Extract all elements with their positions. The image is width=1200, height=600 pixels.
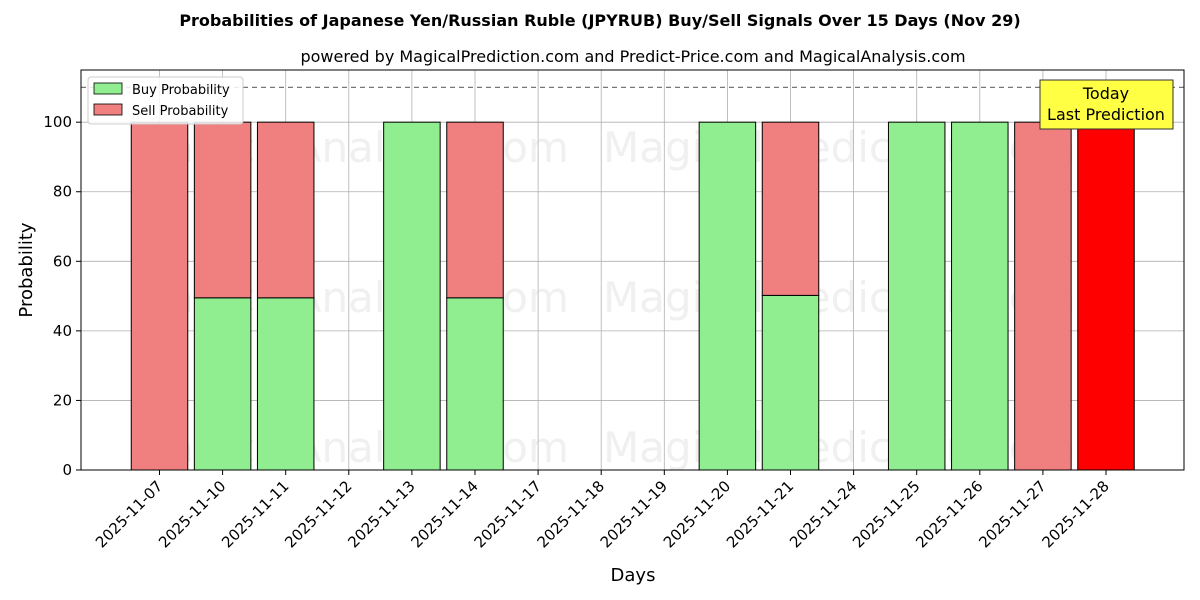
x-tick-label: 2025-11-14 [407, 477, 481, 551]
y-tick-label: 0 [62, 461, 72, 479]
y-tick-label: 40 [53, 322, 72, 340]
x-tick-label: 2025-11-19 [597, 477, 671, 551]
buy-bar [383, 121, 441, 471]
sell-bar [1077, 121, 1135, 471]
x-tick-label: 2025-11-10 [155, 477, 229, 551]
buy-bar [951, 121, 1009, 471]
y-tick-label: 100 [43, 113, 72, 131]
annotation-box [1039, 79, 1174, 130]
annotation-line-1: Today [1082, 84, 1129, 103]
sell-bar [256, 121, 315, 299]
x-tick-label: 2025-11-20 [660, 477, 734, 551]
sell-bar [446, 121, 504, 299]
annotation-line-2: Last Prediction [1047, 105, 1165, 124]
x-tick-label: 2025-11-21 [723, 477, 797, 551]
legend-sell-swatch [93, 103, 123, 116]
x-tick-label: 2025-11-11 [218, 477, 292, 551]
x-tick-label: 2025-11-13 [344, 477, 418, 551]
buy-bar [256, 297, 315, 471]
x-tick-label: 2025-11-26 [912, 477, 986, 551]
sell-bar [130, 121, 189, 471]
chart-subtitle: powered by MagicalPrediction.com and Pre… [300, 47, 965, 66]
bars [130, 121, 1135, 471]
y-tick-label: 20 [53, 391, 72, 409]
x-tick-label: 2025-11-25 [849, 477, 923, 551]
x-axis-label: Days [611, 565, 656, 586]
x-tick-label: 2025-11-18 [534, 477, 608, 551]
legend-box [87, 76, 244, 125]
sell-bar [761, 121, 820, 296]
x-tick-label: 2025-11-28 [1038, 477, 1112, 551]
y-axis-label: Probability [16, 222, 37, 317]
sell-bar [1014, 121, 1072, 471]
y-tick-label: 60 [53, 252, 72, 270]
today-annotation: Today Last Prediction [1039, 79, 1174, 130]
x-ticks: 2025-11-072025-11-102025-11-112025-11-12… [92, 470, 1113, 551]
x-tick-label: 2025-11-24 [786, 477, 860, 551]
sell-bar [193, 121, 252, 299]
plot-frame [80, 69, 1185, 471]
chart-title: Probabilities of Japanese Yen/Russian Ru… [179, 11, 1020, 30]
x-tick-label: 2025-11-12 [281, 477, 355, 551]
y-ticks: 0 20 40 60 80 100 [43, 113, 81, 479]
buy-bar [698, 121, 757, 471]
legend-buy-label: Buy Probability [132, 83, 230, 98]
legend: Buy Probability Sell Probability [87, 76, 244, 125]
x-tick-label: 2025-11-07 [92, 477, 166, 551]
legend-buy-swatch [93, 82, 123, 95]
y-tick-label: 80 [53, 183, 72, 201]
x-tick-label: 2025-11-27 [975, 477, 1049, 551]
buy-bar [761, 294, 820, 471]
buy-bar [887, 121, 946, 471]
buy-bar [193, 297, 252, 471]
x-tick-label: 2025-11-17 [471, 477, 545, 551]
buy-bar [446, 297, 504, 471]
legend-sell-label: Sell Probability [132, 104, 229, 119]
